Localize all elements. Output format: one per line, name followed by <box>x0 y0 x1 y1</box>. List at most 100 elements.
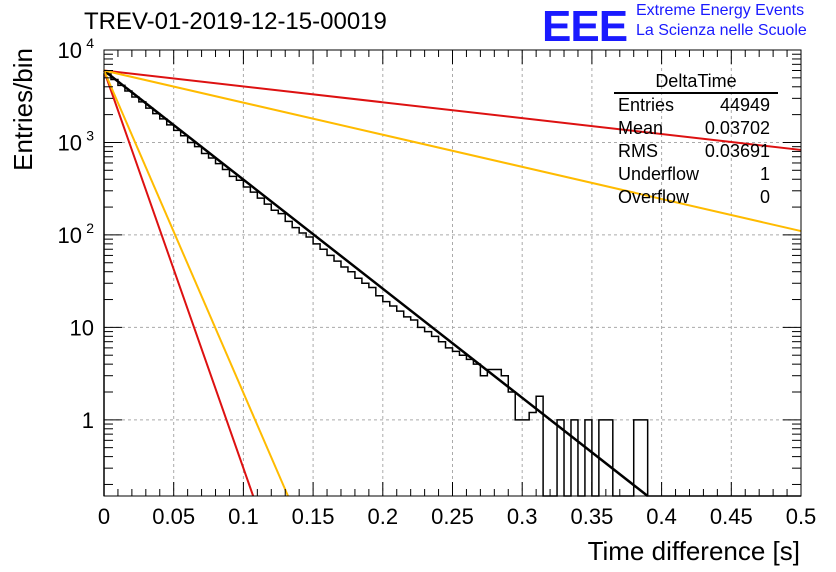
histogram-bin <box>299 233 306 496</box>
histogram-bin <box>341 267 348 496</box>
histogram-bin <box>606 420 613 496</box>
stats-box: DeltaTime Entries 44949 Mean 0.03702 RMS… <box>614 70 778 209</box>
histogram-bin <box>439 342 446 496</box>
y-axis-label: Entries/bin <box>8 48 38 171</box>
histogram-bin <box>641 420 648 496</box>
stats-label: Overflow <box>618 187 690 207</box>
histogram-bin <box>278 214 285 496</box>
histogram-bin <box>446 348 453 496</box>
stats-value: 44949 <box>719 95 770 115</box>
stats-label: Mean <box>618 118 664 138</box>
histogram-bin <box>243 187 250 496</box>
x-tick-label: 0 <box>98 504 110 529</box>
histogram-bin <box>264 204 271 496</box>
histogram-bin <box>362 283 369 496</box>
x-tick-label: 0.05 <box>152 504 195 529</box>
histogram-bin <box>125 91 132 496</box>
fit-line-red <box>103 69 802 151</box>
chart-axes: 0 0.05 0.1 0.15 0.2 0.25 0.3 0.35 0.4 0.45 0.51101… <box>58 35 817 529</box>
x-tick-label: 0.15 <box>292 504 335 529</box>
chart-grid <box>104 50 801 496</box>
histogram-bin <box>320 249 327 496</box>
histogram-bin <box>348 272 355 496</box>
stats-label: RMS <box>618 141 658 161</box>
stats-row-entries: Entries 44949 <box>614 94 778 117</box>
stats-value: 1 <box>759 164 770 184</box>
histogram-bin <box>132 97 139 496</box>
x-tick-label: 0.5 <box>786 504 817 529</box>
histogram-bin <box>508 392 515 496</box>
histogram-bin <box>425 332 432 496</box>
stats-value: 0.03691 <box>704 141 770 161</box>
logo-subtitle-line2: La Scienza nelle Scuole <box>636 22 807 39</box>
y-tick-exponent: 3 <box>86 127 94 143</box>
fit-line-orange <box>103 69 802 233</box>
histogram-bin <box>292 228 299 496</box>
stats-row-overflow: Overflow 0 <box>614 186 778 209</box>
histogram-bin <box>111 79 118 496</box>
histogram-bin <box>257 198 264 496</box>
y-tick-exponent: 2 <box>86 220 94 236</box>
histogram-bin <box>369 287 376 496</box>
stats-title: DeltaTime <box>614 70 778 94</box>
histogram-bin <box>494 370 501 496</box>
y-tick-label: 10 <box>58 223 82 248</box>
histogram-bin <box>585 420 592 496</box>
y-tick-label: 1 <box>82 408 94 433</box>
histogram-bin <box>250 192 257 496</box>
histogram-bin <box>522 420 529 496</box>
histogram-bin <box>167 125 174 496</box>
eee-logo: EEE <box>542 2 628 51</box>
histogram-bin <box>376 296 383 496</box>
y-tick-label: 10 <box>58 130 82 155</box>
histogram-bin <box>487 370 494 496</box>
stats-label: Underflow <box>618 164 700 184</box>
histogram-bin <box>418 327 425 496</box>
stats-label: Entries <box>618 95 675 115</box>
x-tick-label: 0.45 <box>710 504 753 529</box>
histogram-bin <box>355 278 362 496</box>
chart-title: TREV-01-2019-12-15-00019 <box>84 8 387 35</box>
stats-row-underflow: Underflow 1 <box>614 163 778 186</box>
chart-lines <box>103 69 802 497</box>
x-tick-label: 0.4 <box>646 504 677 529</box>
histogram-bin <box>195 147 202 496</box>
stats-row-mean: Mean 0.03702 <box>614 117 778 140</box>
histogram-bin <box>160 119 167 496</box>
histogram-bin <box>529 413 536 496</box>
stats-value: 0 <box>759 187 770 207</box>
histogram-bin <box>174 130 181 496</box>
histogram-bin <box>432 336 439 496</box>
x-tick-label: 0.25 <box>431 504 474 529</box>
histogram-bin <box>153 114 160 496</box>
histogram-bin <box>313 244 320 496</box>
x-axis-label: Time difference [s] <box>588 536 800 566</box>
histogram-bin <box>501 376 508 496</box>
y-tick-label: 10 <box>70 315 94 340</box>
histogram-bin <box>104 74 111 496</box>
y-tick-label: 10 <box>58 38 82 63</box>
histogram-bin <box>146 108 153 496</box>
stats-value: 0.03702 <box>704 118 770 138</box>
x-tick-label: 0.1 <box>228 504 259 529</box>
histogram-bin <box>473 364 480 496</box>
fit-line-red <box>103 70 255 497</box>
histogram-bin <box>466 359 473 496</box>
x-tick-label: 0.2 <box>368 504 399 529</box>
histogram-bin <box>271 210 278 496</box>
histogram-bin <box>411 320 418 496</box>
histogram-bin <box>571 420 578 496</box>
histogram-bin <box>397 311 404 496</box>
histogram-bin <box>334 261 341 496</box>
histogram-bin <box>404 317 411 496</box>
histogram-bin <box>453 351 460 496</box>
histogram-bin <box>515 420 522 496</box>
histogram-bin <box>390 306 397 496</box>
histogram-bin <box>118 85 125 496</box>
x-tick-label: 0.35 <box>570 504 613 529</box>
stats-row-rms: RMS 0.03691 <box>614 140 778 163</box>
histogram-bin <box>383 302 390 496</box>
histogram-bin <box>459 355 466 496</box>
histogram-bin <box>480 376 487 496</box>
